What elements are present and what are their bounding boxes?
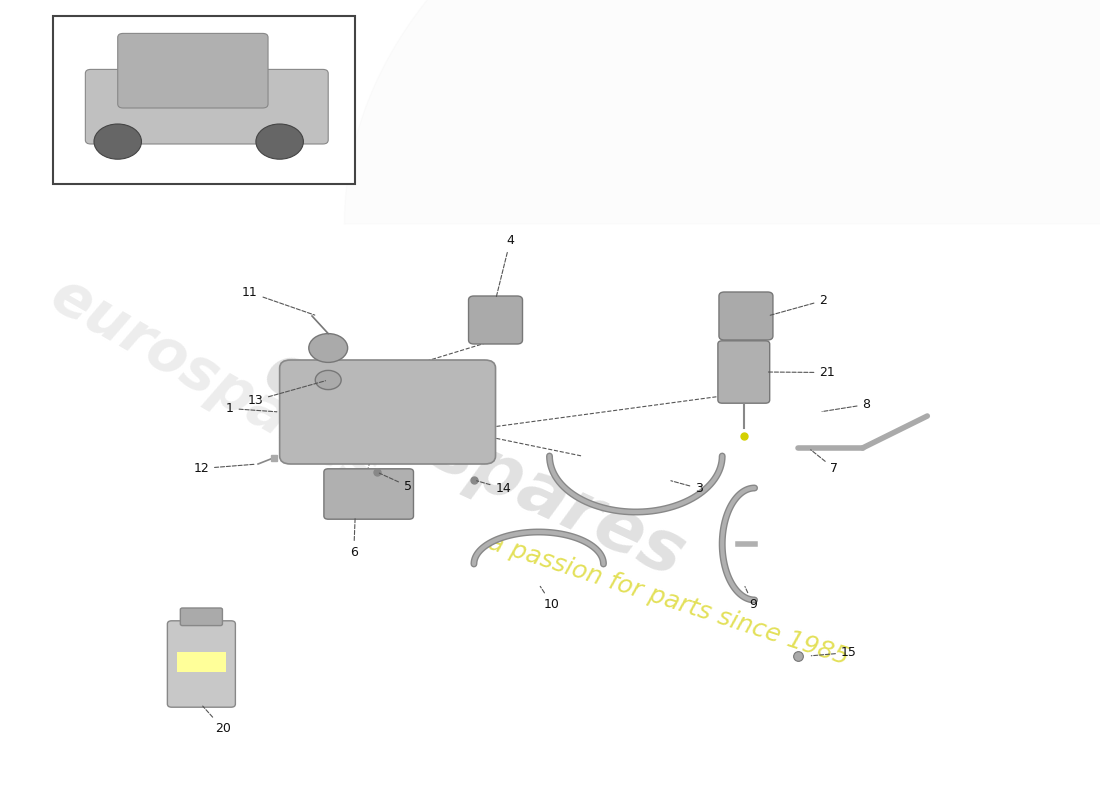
Circle shape	[309, 334, 348, 362]
Text: 4: 4	[496, 234, 514, 298]
Text: eurospares: eurospares	[252, 336, 695, 592]
FancyBboxPatch shape	[86, 70, 328, 144]
Text: 14: 14	[476, 481, 512, 495]
Text: 3: 3	[671, 481, 703, 495]
FancyBboxPatch shape	[323, 469, 414, 519]
Circle shape	[94, 124, 142, 159]
Text: 13: 13	[248, 381, 326, 407]
Text: 12: 12	[194, 462, 255, 475]
Text: 11: 11	[242, 286, 315, 315]
Bar	[177, 652, 225, 672]
FancyBboxPatch shape	[118, 34, 268, 108]
Bar	[53, 16, 355, 184]
Text: 2: 2	[770, 294, 827, 315]
Text: 1: 1	[226, 402, 277, 415]
Text: 9: 9	[745, 586, 757, 611]
Text: 7: 7	[811, 450, 838, 475]
Text: eurospares: eurospares	[41, 267, 389, 501]
Text: a passion for parts since 1985: a passion for parts since 1985	[485, 530, 851, 670]
Text: 21: 21	[768, 366, 835, 379]
Text: 15: 15	[812, 646, 857, 659]
Text: 8: 8	[822, 398, 870, 411]
FancyBboxPatch shape	[180, 608, 222, 626]
FancyBboxPatch shape	[718, 341, 770, 403]
Circle shape	[256, 124, 304, 159]
Text: 20: 20	[202, 706, 231, 735]
Text: 10: 10	[540, 586, 560, 611]
FancyBboxPatch shape	[719, 292, 773, 340]
FancyBboxPatch shape	[279, 360, 495, 464]
FancyBboxPatch shape	[469, 296, 522, 344]
Circle shape	[316, 370, 341, 390]
FancyBboxPatch shape	[167, 621, 235, 707]
Text: 6: 6	[350, 518, 358, 559]
Text: 5: 5	[379, 473, 411, 493]
